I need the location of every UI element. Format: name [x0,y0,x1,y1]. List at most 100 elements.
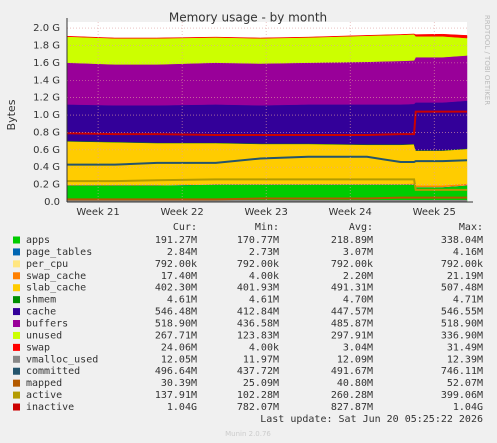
x-tick-label: Week 25 [413,207,456,218]
x-tick-label: Week 22 [160,207,203,218]
y-tick-label: 0.0 [44,197,60,208]
y-axis-label: Bytes [5,99,18,130]
legend-value: 40.80M [337,378,373,389]
legend-label: page_tables [26,247,92,258]
legend-value: 191.27M [155,235,197,246]
line [67,196,467,201]
legend-value: 546.55M [441,307,483,318]
legend-value: 336.90M [441,330,483,341]
legend-value: 2.20M [343,271,373,282]
legend-label: vmalloc_used [26,354,98,365]
y-tick-label: 0.2 G [33,180,60,191]
legend-value: 24.06M [161,342,197,353]
legend-value: 17.40M [161,271,197,282]
legend-value: 30.39M [161,378,197,389]
legend-swatch [13,296,20,304]
legend-value: 102.28M [237,390,279,401]
legend-value: 399.06M [441,390,483,401]
legend-swatch [13,272,20,280]
legend-swatch [13,260,20,268]
legend-label: slab_cache [26,283,86,294]
legend-label: cache [26,307,56,318]
legend-value: 1.04G [167,402,197,413]
legend-label: active [26,390,62,401]
area [66,34,468,65]
legend-value: 338.04M [441,235,483,246]
legend-value: 436.58M [237,319,279,330]
y-tick-label: 2.0 G [33,23,60,34]
legend-swatch [13,367,20,375]
legend-swatch [13,236,20,244]
legend-value: 3.04M [343,342,373,353]
legend-swatch [13,343,20,351]
y-tick-label: 1.0 G [33,110,60,121]
legend-value: 546.48M [155,307,197,318]
legend-value: 746.11M [441,366,483,377]
legend-swatch [13,403,20,411]
legend-label: swap_cache [26,271,86,282]
legend-value: 25.09M [243,378,279,389]
legend-value: 4.00k [249,342,279,353]
legend-value: 518.90M [441,319,483,330]
legend-value: 402.30M [155,283,197,294]
legend-value: 4.00k [249,271,279,282]
legend-label: swap [26,342,50,353]
y-tick-label: 1.2 G [33,93,60,104]
legend-label: inactive [26,402,74,413]
footer: Last update: Sat Jun 20 05:25:22 2026 [260,414,483,425]
legend-value: 4.61M [249,295,279,306]
x-tick-label: Week 21 [76,207,119,218]
x-tick-label: Week 23 [245,207,288,218]
legend-swatch [13,284,20,292]
legend-label: per_cpu [26,259,68,270]
legend-swatch [13,320,20,328]
plot [66,33,468,203]
legend-value: 412.84M [237,307,279,318]
legend-label: apps [26,235,50,246]
legend-value: 52.07M [447,378,483,389]
legend-value: 11.97M [243,354,279,365]
y-tick-label: 0.8 G [33,127,60,138]
legend-value: 170.77M [237,235,279,246]
line [67,178,467,191]
legend-value: 491.67M [331,366,373,377]
legend-swatch [13,391,20,399]
legend-value: 782.07M [237,402,279,413]
grid [67,22,467,203]
y-tick-label: 0.6 G [33,145,60,156]
legend-value: 792.00k [331,259,373,270]
legend-value: 267.71M [155,330,197,341]
legend-value: 491.31M [331,283,373,294]
legend-value: 4.70M [343,295,373,306]
y-tick-label: 1.8 G [33,40,60,51]
column-header: Cur: [173,222,197,233]
legend-value: 218.89M [331,235,373,246]
y-tick-label: 0.4 G [33,162,60,173]
column-header: Max: [459,222,483,233]
legend-value: 4.71M [453,295,483,306]
legend-value: 2.73M [249,247,279,258]
chart-title: Memory usage - by month [169,11,327,25]
side-text: RRDTOOL / TOBI OETIKER [483,15,491,105]
y-tick-label: 1.6 G [33,58,60,69]
legend-value: 31.49M [447,342,483,353]
legend-label: unused [26,330,62,341]
column-header: Avg: [349,222,373,233]
legend-swatch [13,308,20,316]
legend-label: mapped [26,378,62,389]
legend-value: 447.57M [331,307,373,318]
x-tick-label: Week 24 [329,207,372,218]
line [67,155,468,166]
column-header: Min: [255,222,279,233]
legend-value: 12.39M [447,354,483,365]
legend-label: committed [26,366,80,377]
legend-value: 792.00k [441,259,483,270]
legend-swatch [13,379,20,387]
legend-swatch [13,248,20,256]
legend-value: 485.87M [331,319,373,330]
legend-value: 518.90M [155,319,197,330]
legend-value: 827.87M [331,402,373,413]
legend-value: 21.19M [447,271,483,282]
